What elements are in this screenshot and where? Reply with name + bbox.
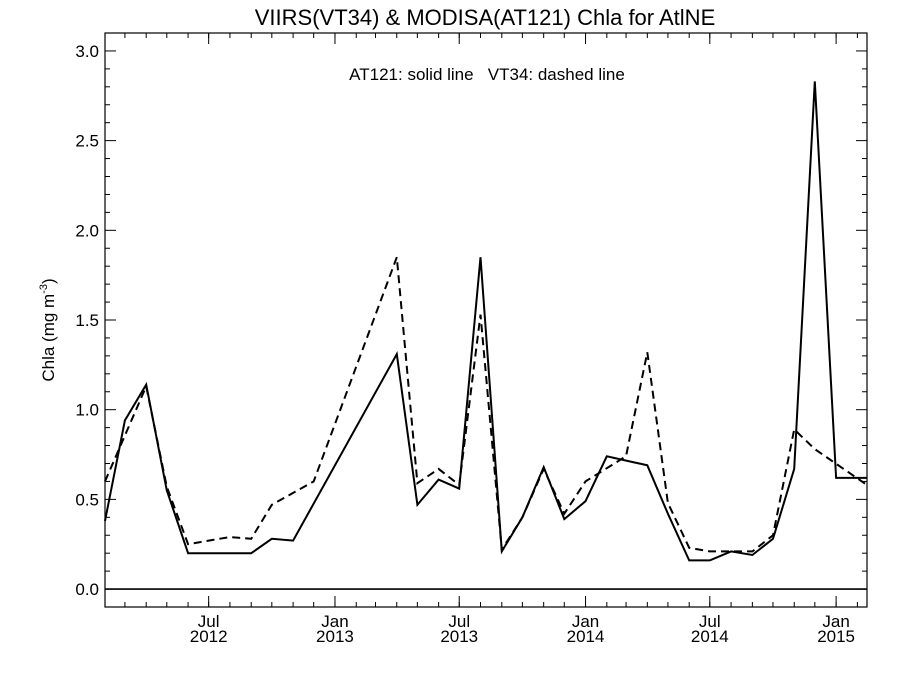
y-axis-label: Chla (mg m-3) (38, 278, 58, 381)
x-tick-label-month: Jul (448, 612, 470, 631)
x-tick-label-year: 2013 (440, 627, 478, 646)
y-tick-label: 2.5 (75, 132, 99, 151)
x-tick-label-year: 2014 (567, 627, 605, 646)
y-tick-label: 0.5 (75, 490, 99, 509)
x-tick-label-month: Jul (198, 612, 220, 631)
x-tick-label-month: Jan (572, 612, 599, 631)
plot-area: 0.00.51.01.52.02.53.0Jul2012Jan2013Jul20… (75, 32, 868, 646)
x-tick-label-month: Jul (699, 612, 721, 631)
x-tick-label-year: 2015 (817, 627, 855, 646)
x-tick-label-year: 2012 (190, 627, 228, 646)
series-line-vt34 (104, 256, 868, 553)
y-axis-label-sup: -3 (38, 284, 50, 294)
y-tick-label: 3.0 (75, 42, 99, 61)
y-tick-label: 2.0 (75, 221, 99, 240)
x-tick-label-month: Jan (321, 612, 348, 631)
y-axis-label-close: ) (39, 278, 58, 284)
x-tick-label-month: Jan (822, 612, 849, 631)
y-axis-label-main: Chla (mg m (39, 294, 58, 382)
chart-title: VIIRS(VT34) & MODISA(AT121) Chla for Atl… (255, 5, 716, 30)
y-tick-label: 1.5 (75, 311, 99, 330)
y-tick-label: 1.0 (75, 401, 99, 420)
x-tick-label-year: 2013 (316, 627, 354, 646)
chart-annotation: AT121: solid line VT34: dashed line (349, 65, 625, 84)
y-tick-label: 0.0 (75, 580, 99, 599)
x-tick-label-year: 2014 (691, 627, 729, 646)
series-line-at121 (104, 81, 867, 562)
